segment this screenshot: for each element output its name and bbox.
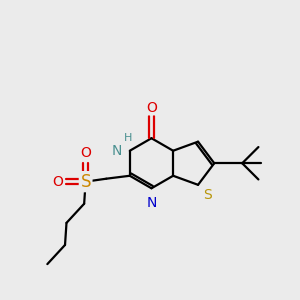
Text: N: N: [146, 196, 157, 210]
Text: O: O: [146, 101, 157, 115]
Text: S: S: [80, 173, 91, 191]
Text: N: N: [112, 144, 122, 158]
Text: O: O: [80, 146, 91, 160]
Text: H: H: [124, 134, 133, 143]
Text: S: S: [203, 188, 212, 202]
Text: O: O: [53, 175, 64, 189]
